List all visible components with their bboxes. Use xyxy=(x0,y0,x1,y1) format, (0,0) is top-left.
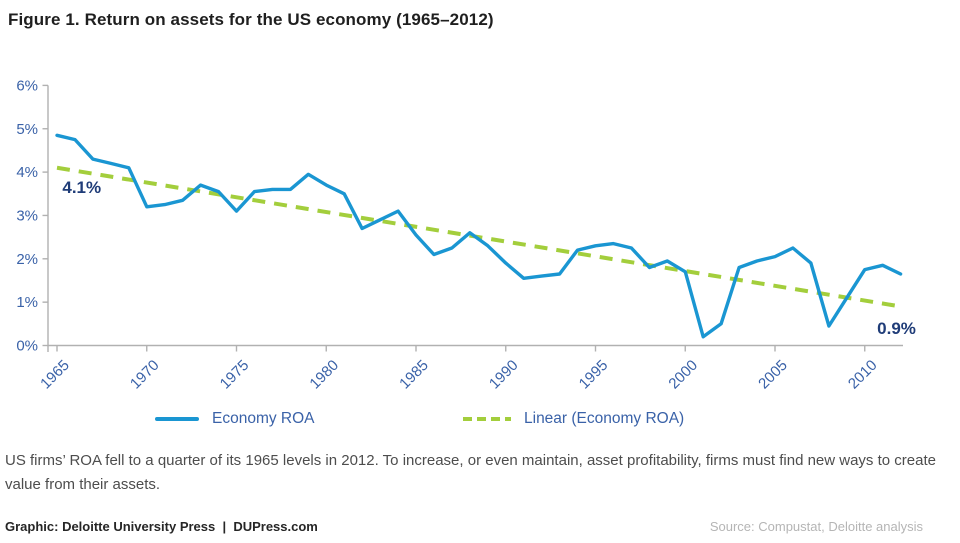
svg-text:5%: 5% xyxy=(16,121,38,138)
svg-text:1970: 1970 xyxy=(127,357,163,393)
legend-item-linear-roa: Linear (Economy ROA) xyxy=(463,408,684,430)
svg-text:1985: 1985 xyxy=(396,357,432,393)
footer-credit: Graphic: Deloitte University Press | DUP… xyxy=(5,519,318,534)
svg-text:0%: 0% xyxy=(16,338,38,355)
linear-roa-dashed-swatch xyxy=(463,417,511,421)
svg-text:1%: 1% xyxy=(16,294,38,311)
svg-text:1965: 1965 xyxy=(37,357,73,393)
svg-text:6%: 6% xyxy=(16,77,38,94)
economy-roa-line-swatch xyxy=(155,417,199,421)
svg-text:4%: 4% xyxy=(16,164,38,181)
svg-text:2010: 2010 xyxy=(845,357,881,393)
footer-source: Source: Compustat, Deloitte analysis xyxy=(709,519,923,534)
svg-text:1995: 1995 xyxy=(576,357,612,393)
legend-label-economy-roa: Economy ROA xyxy=(212,410,315,427)
svg-text:2000: 2000 xyxy=(665,357,701,393)
svg-text:1980: 1980 xyxy=(306,357,342,393)
figure-caption: US firms’ ROA fell to a quarter of its 1… xyxy=(5,452,936,493)
svg-text:1975: 1975 xyxy=(217,357,253,393)
svg-text:3%: 3% xyxy=(16,207,38,224)
svg-text:2%: 2% xyxy=(16,251,38,268)
svg-text:4.1%: 4.1% xyxy=(62,178,101,197)
svg-text:1990: 1990 xyxy=(486,357,522,393)
legend-item-economy-roa: Economy ROA xyxy=(155,408,315,430)
svg-text:2005: 2005 xyxy=(755,357,791,393)
figure-title: Figure 1. Return on assets for the US ec… xyxy=(8,10,494,29)
svg-text:0.9%: 0.9% xyxy=(877,319,916,338)
legend-label-linear-roa: Linear (Economy ROA) xyxy=(524,410,685,427)
